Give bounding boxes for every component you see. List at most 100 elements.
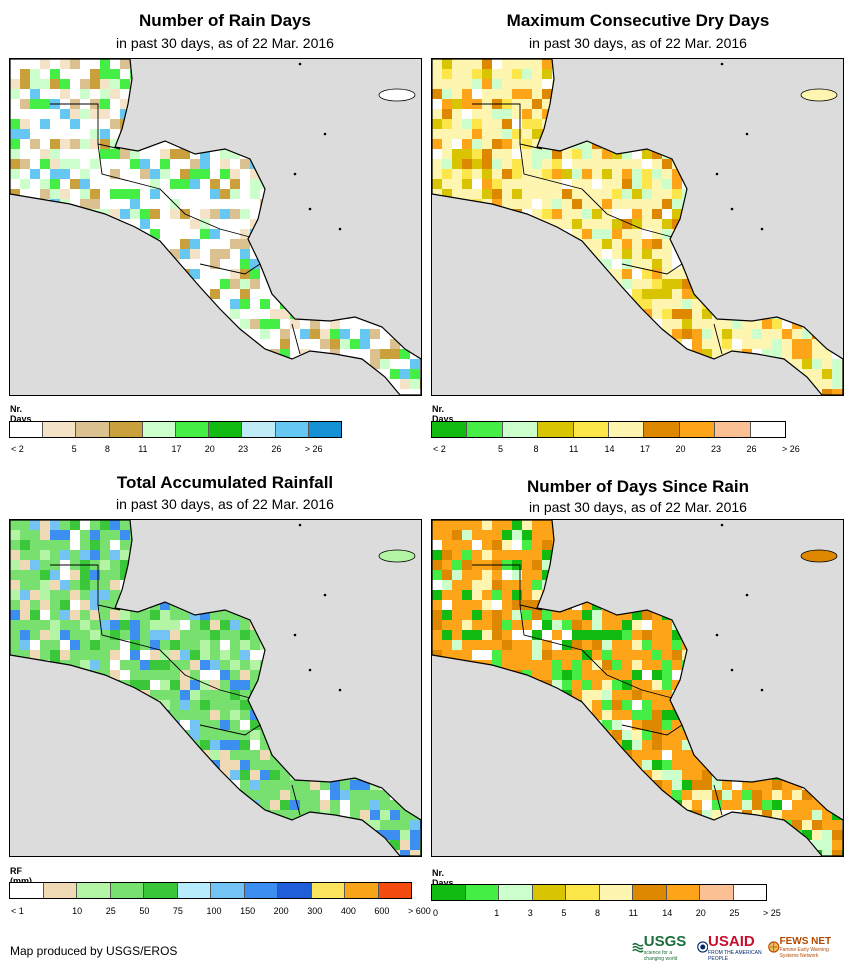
- panel-title: Number of Rain Days: [139, 11, 311, 30]
- legend-swatch: [142, 422, 177, 437]
- legend-swatch: [573, 422, 610, 437]
- legend-swatch: [599, 885, 633, 900]
- legend-swatch: [432, 422, 468, 437]
- legend-swatch: [211, 883, 245, 898]
- legend-label: 8: [104, 444, 110, 454]
- max-dry-days-map[interactable]: [431, 58, 844, 396]
- legend-label: 26: [746, 444, 757, 454]
- country-border: [519, 143, 583, 190]
- map-canvas: [432, 520, 843, 856]
- country-border: [713, 784, 723, 816]
- usaid-text: USAID: [708, 932, 755, 950]
- legend-label: 75: [172, 906, 183, 916]
- panel-subtitle: in past 30 days, as of 22 Mar. 2016: [116, 496, 334, 512]
- legend-swatch: [242, 422, 276, 437]
- country-border: [621, 263, 683, 275]
- panel-title: Total Accumulated Rainfall: [116, 473, 334, 492]
- country-border: [472, 564, 543, 611]
- small-island: [308, 668, 312, 672]
- country-border: [581, 188, 673, 238]
- legend-swatch: [715, 422, 751, 437]
- legend-label: > 600: [408, 906, 431, 916]
- coastline: [432, 59, 843, 395]
- legend-label: 20: [695, 908, 706, 918]
- panel-subtitle: in past 30 days, as of 22 Mar. 2016: [529, 499, 747, 515]
- country-border: [472, 103, 543, 150]
- legend-title: Nr. Days: [432, 404, 454, 424]
- legend-label: 14: [604, 444, 615, 454]
- legend-label: 11: [569, 444, 579, 454]
- rain-days-map[interactable]: [9, 58, 422, 396]
- legend-label: 23: [238, 444, 249, 454]
- legend-swatch: [733, 885, 766, 900]
- small-island: [720, 62, 724, 66]
- legend-label: 100: [206, 906, 222, 916]
- legend-label: 3: [527, 908, 533, 918]
- country-border: [199, 724, 261, 736]
- country-border: [713, 323, 723, 355]
- legend-swatch: [633, 885, 667, 900]
- legend-label: < 1: [11, 906, 24, 916]
- small-island: [730, 668, 734, 672]
- legend-colorbar: [431, 884, 767, 901]
- legend-label: 11: [138, 444, 148, 454]
- legend-swatch: [499, 885, 533, 900]
- panel-title: Number of Days Since Rain: [526, 477, 749, 496]
- panel-subtitle: in past 30 days, as of 22 Mar. 2016: [116, 35, 334, 51]
- usgs-wave-icon: [632, 942, 644, 953]
- fewsnet-globe-icon: [768, 941, 780, 953]
- legend-swatch: [144, 883, 178, 898]
- legend-label: 17: [640, 444, 651, 454]
- usgs-logo: USGS science for a changing world: [632, 933, 691, 962]
- total-rainfall-map[interactable]: [9, 519, 422, 857]
- legend-label: 1: [494, 908, 500, 918]
- legend-label: 10: [72, 906, 83, 916]
- country-border: [199, 263, 261, 275]
- partner-logos: USGS science for a changing world USAID FR…: [632, 932, 844, 962]
- usgs-tagline: science for a changing world: [643, 949, 678, 962]
- small-island: [323, 593, 327, 597]
- legend-swatch: [538, 422, 574, 437]
- legend-label: 5: [71, 444, 77, 454]
- legend-swatch: [467, 422, 503, 437]
- legend-label: 17: [171, 444, 182, 454]
- legend-label: 8: [533, 444, 539, 454]
- country-border: [291, 323, 301, 355]
- fewsnet-tagline: Famine Early Warning Systems Network: [779, 946, 829, 959]
- small-island: [730, 207, 734, 211]
- legend-label: 14: [662, 908, 673, 918]
- small-island: [715, 633, 719, 637]
- days-since-rain-map[interactable]: [431, 519, 844, 857]
- usaid-logo: USAID FROM THE AMERICAN PEOPLE: [696, 932, 762, 962]
- country-border: [621, 724, 683, 736]
- small-island: [323, 132, 327, 136]
- legend-swatch: [532, 885, 566, 900]
- usaid-tagline: FROM THE AMERICAN PEOPLE: [708, 949, 762, 962]
- legend-swatch: [432, 885, 466, 900]
- legend-swatch: [244, 883, 278, 898]
- country-border: [97, 143, 161, 190]
- legend-label: < 2: [11, 444, 24, 454]
- legend-swatch: [308, 422, 342, 437]
- legend-swatch: [750, 422, 786, 437]
- fewsnet-text: FEWS NET: [779, 935, 832, 947]
- legend-colorbar: [9, 421, 342, 438]
- small-island: [715, 172, 719, 176]
- legend-label: 300: [307, 906, 323, 916]
- legend-title: RF (mm): [10, 866, 32, 886]
- small-island: [308, 207, 312, 211]
- coastline: [432, 520, 843, 856]
- legend-label: 0: [433, 908, 439, 918]
- legend-swatch: [679, 422, 716, 437]
- country-border: [50, 103, 121, 150]
- island-jamaica: [800, 549, 838, 563]
- legend-swatch: [644, 422, 680, 437]
- coastline: [10, 59, 421, 395]
- legend-label: > 26: [304, 444, 323, 454]
- legend-label: 200: [273, 906, 289, 916]
- island-jamaica: [378, 549, 416, 563]
- legend-label: 25: [105, 906, 116, 916]
- small-island: [338, 688, 342, 692]
- legend-swatch: [566, 885, 600, 900]
- legend-swatch: [43, 883, 77, 898]
